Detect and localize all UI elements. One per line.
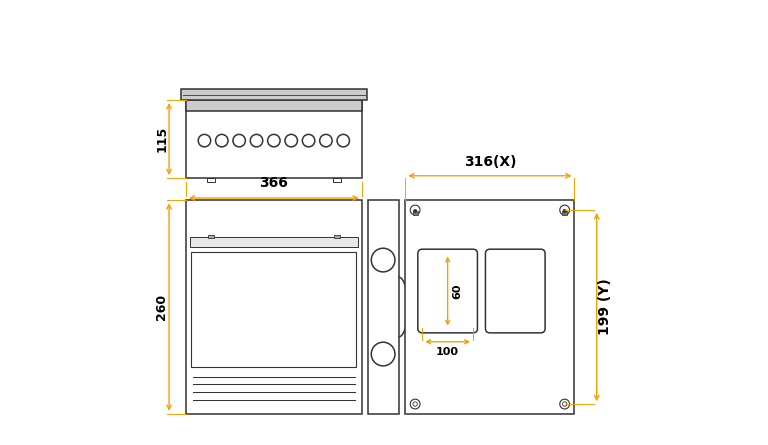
Text: 260: 260 <box>155 294 168 320</box>
Bar <box>412 211 418 215</box>
Text: 115: 115 <box>155 126 168 152</box>
Text: 100: 100 <box>436 347 459 357</box>
Bar <box>190 237 358 247</box>
Bar <box>186 100 362 178</box>
Bar <box>368 200 399 414</box>
Bar <box>191 251 356 367</box>
Bar <box>186 200 362 414</box>
Circle shape <box>563 209 566 213</box>
Bar <box>180 89 367 100</box>
Bar <box>333 178 341 182</box>
Bar <box>208 235 214 238</box>
Text: 366: 366 <box>260 176 288 190</box>
FancyBboxPatch shape <box>418 249 478 333</box>
Circle shape <box>413 209 417 213</box>
FancyBboxPatch shape <box>485 249 545 333</box>
Text: 199 (Y): 199 (Y) <box>598 279 612 336</box>
Text: 60: 60 <box>452 283 462 299</box>
Text: 316(X): 316(X) <box>464 155 516 169</box>
Bar <box>562 211 567 215</box>
Bar <box>186 100 362 111</box>
Bar <box>406 200 574 414</box>
Bar <box>334 235 339 238</box>
Bar <box>207 178 215 182</box>
